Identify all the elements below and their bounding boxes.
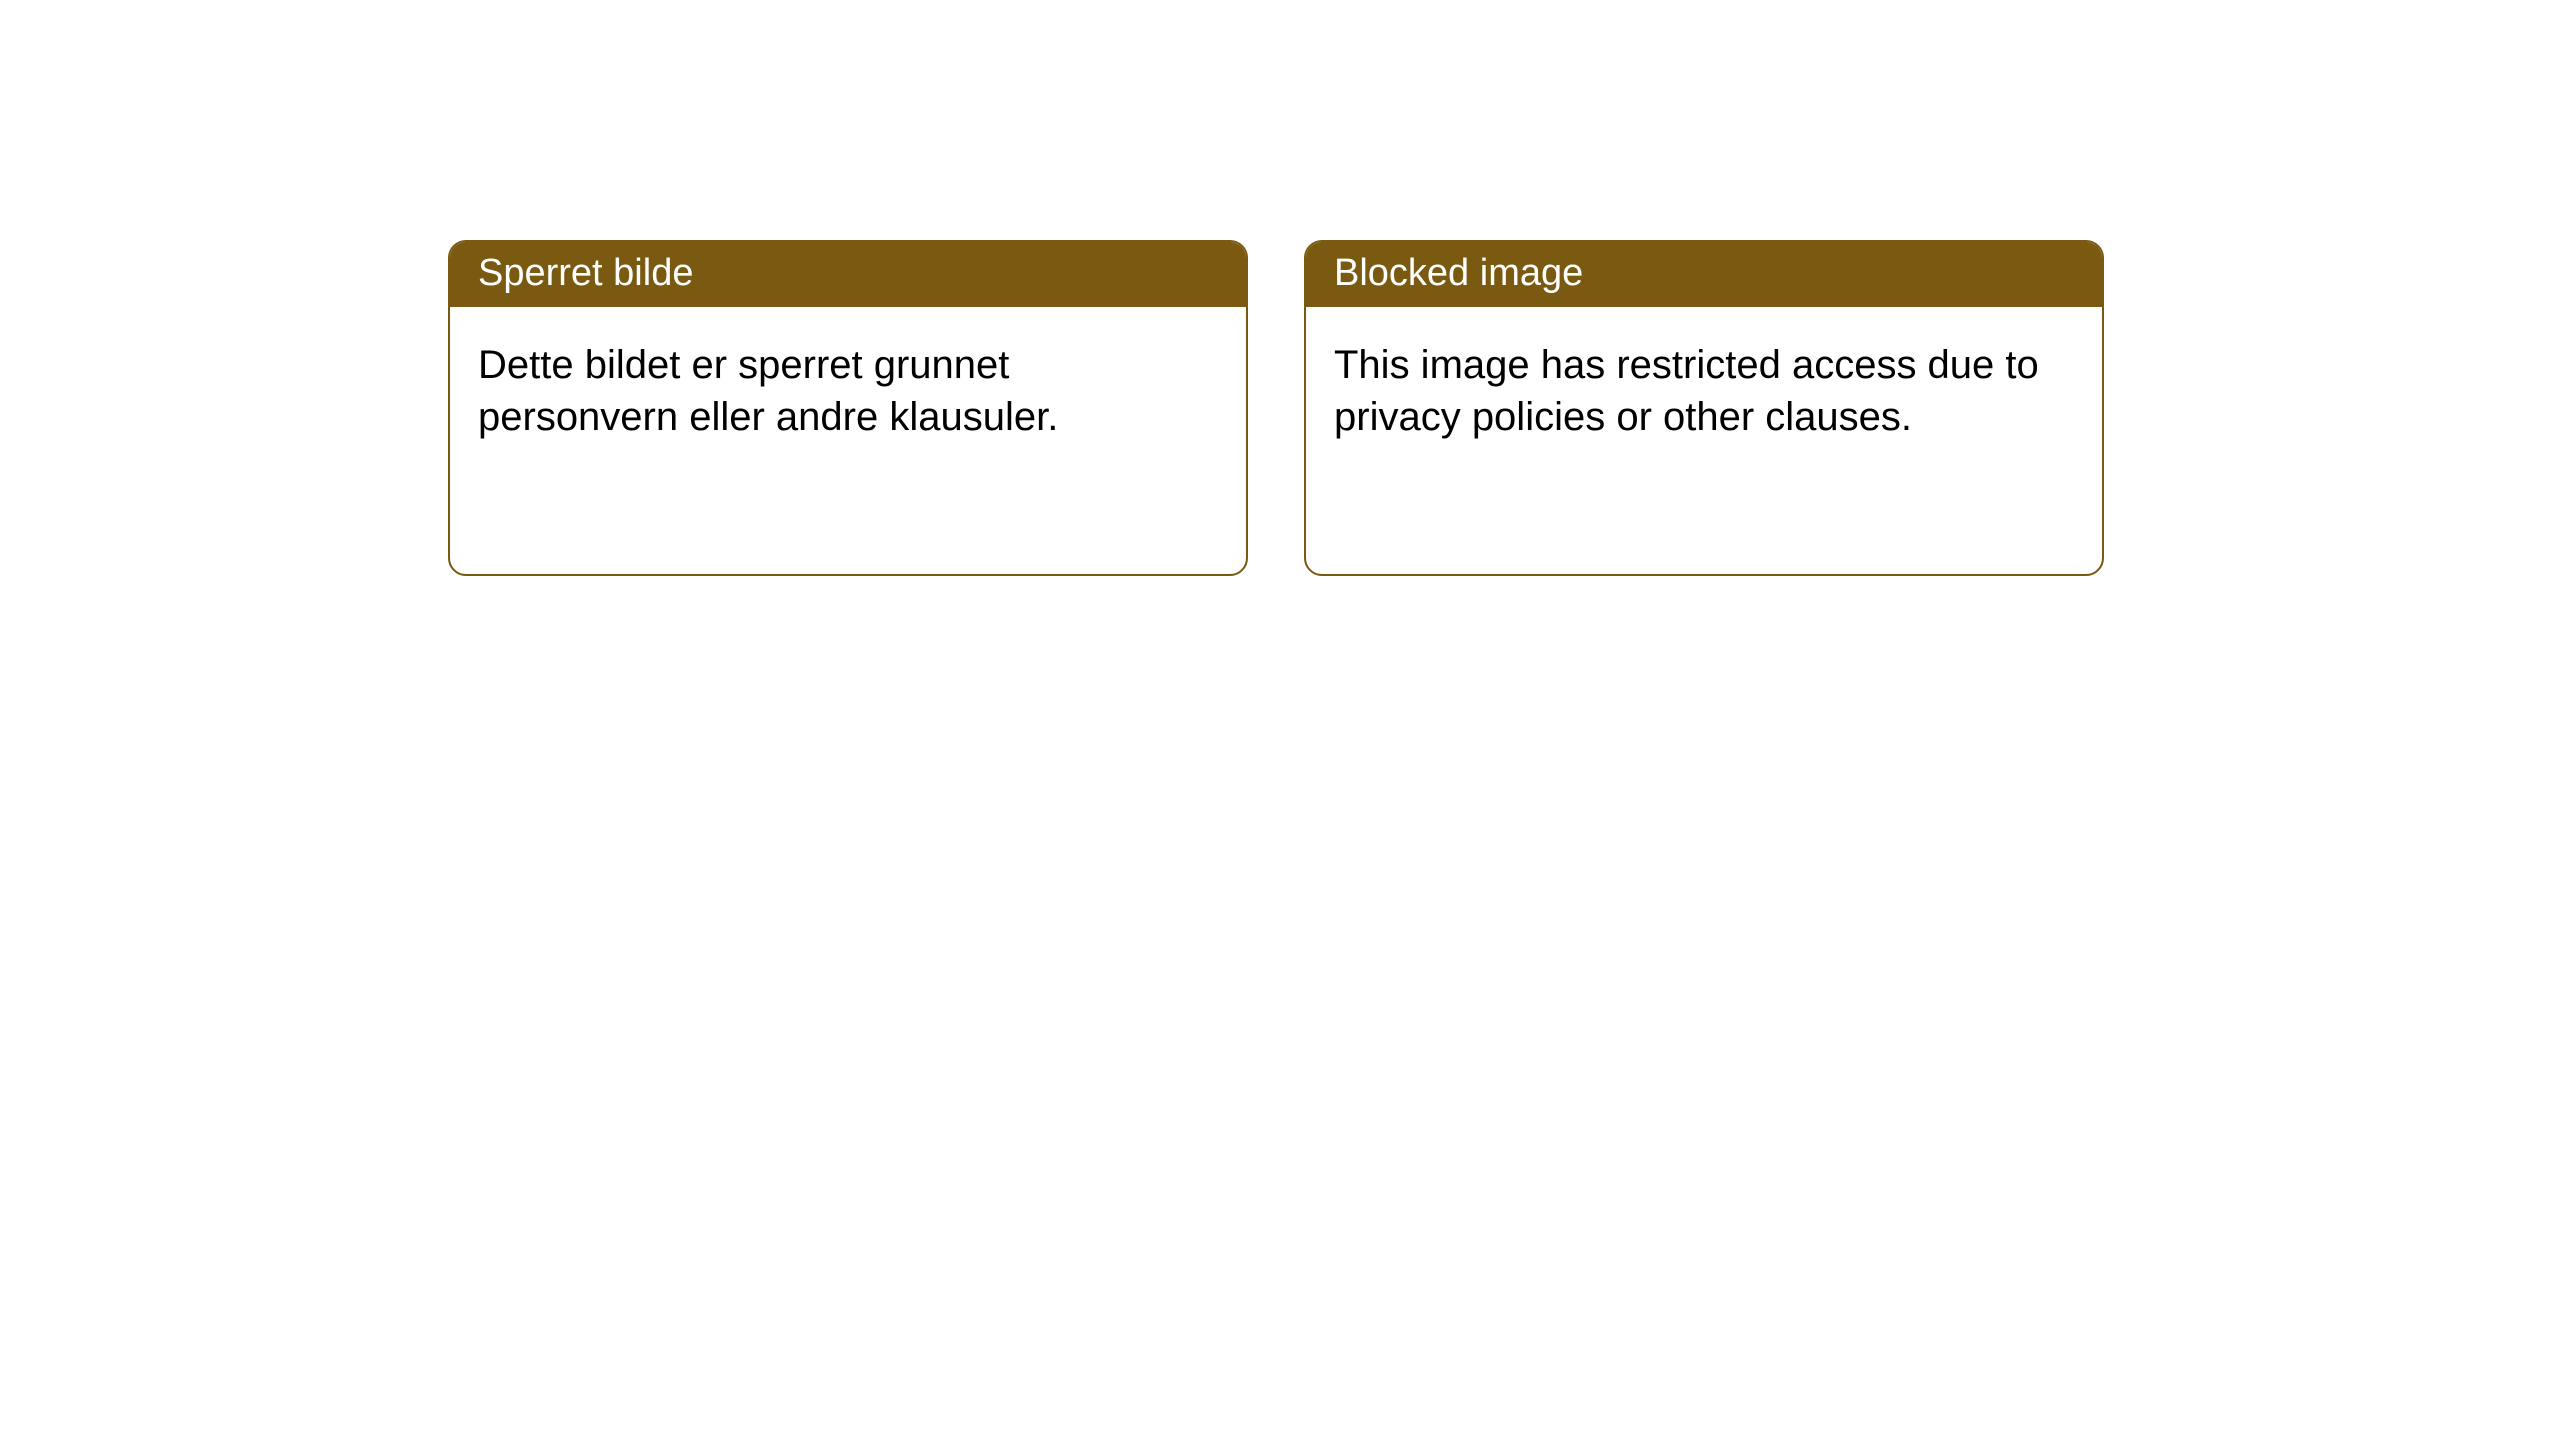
card-body: Dette bildet er sperret grunnet personve… bbox=[450, 307, 1246, 475]
card-message: This image has restricted access due to … bbox=[1334, 343, 2039, 439]
card-header: Blocked image bbox=[1306, 242, 2102, 307]
card-header: Sperret bilde bbox=[450, 242, 1246, 307]
notice-card-english: Blocked image This image has restricted … bbox=[1304, 240, 2104, 576]
card-title: Sperret bilde bbox=[478, 252, 693, 294]
notice-container: Sperret bilde Dette bildet er sperret gr… bbox=[0, 0, 2560, 576]
notice-card-norwegian: Sperret bilde Dette bildet er sperret gr… bbox=[448, 240, 1248, 576]
card-message: Dette bildet er sperret grunnet personve… bbox=[478, 343, 1058, 439]
card-body: This image has restricted access due to … bbox=[1306, 307, 2102, 475]
card-title: Blocked image bbox=[1334, 252, 1583, 294]
